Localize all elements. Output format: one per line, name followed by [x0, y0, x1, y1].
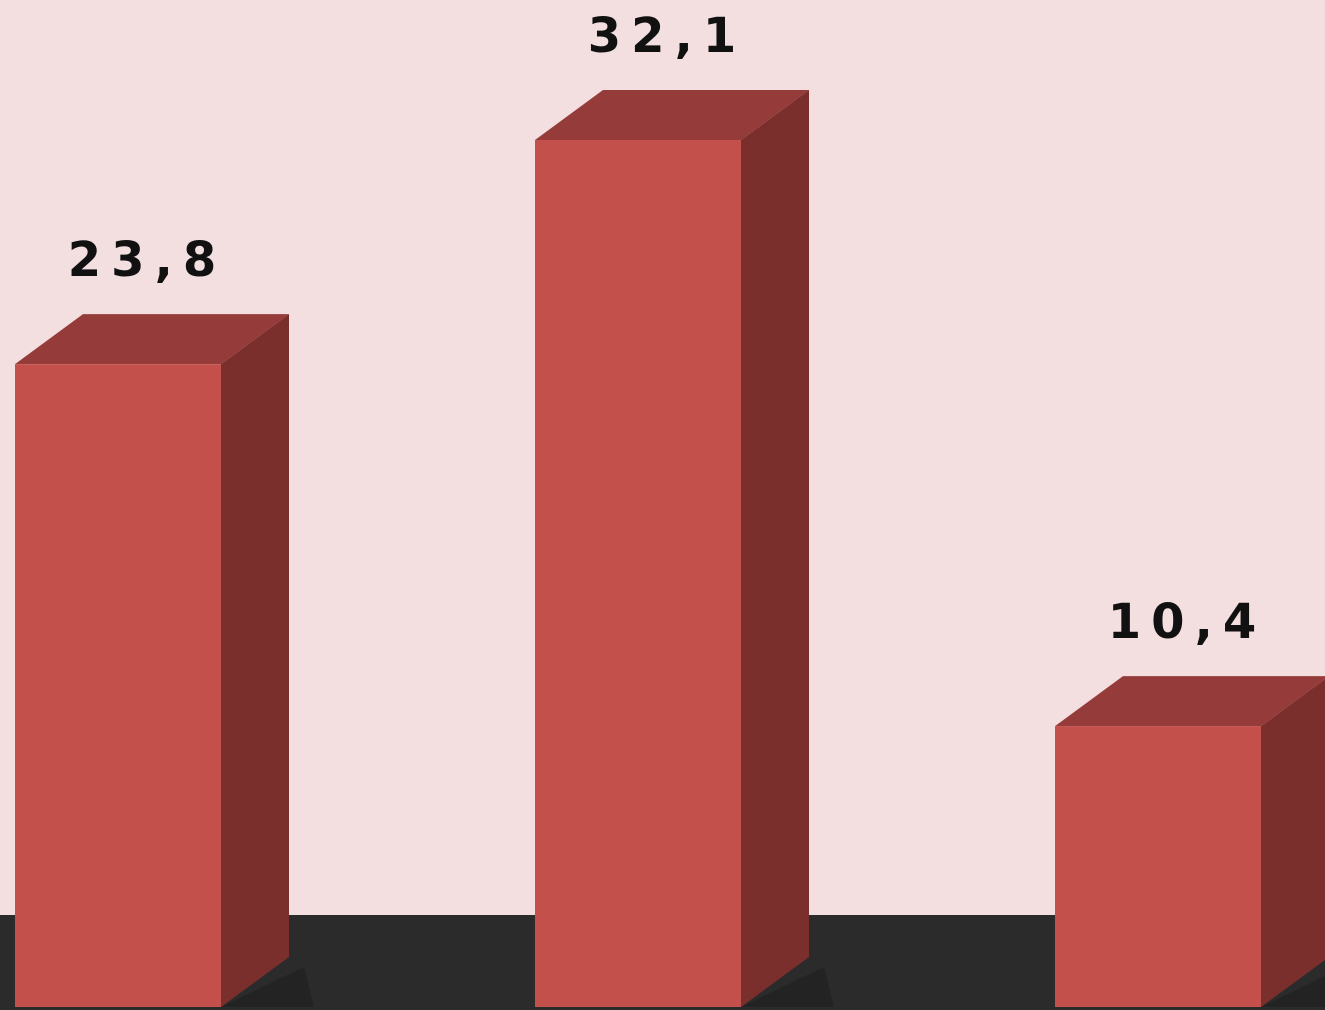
- data-label-2: 32,1: [588, 8, 746, 64]
- bar-front-face: [1055, 726, 1261, 1007]
- bar-top-face: [1055, 676, 1325, 727]
- data-label-1: 23,8: [68, 232, 226, 288]
- bar-top-face: [535, 90, 809, 140]
- bar-shadow: [221, 967, 314, 1007]
- bar-side-face: [221, 314, 289, 1007]
- bar-front-face: [535, 140, 741, 1007]
- data-label-3: 10,4: [1108, 594, 1266, 650]
- bar-side-face: [741, 90, 809, 1007]
- bar-side-face: [1261, 679, 1325, 1007]
- bar-front-face: [15, 364, 221, 1007]
- bar-1: [15, 314, 314, 1007]
- bar-2: [535, 90, 834, 1007]
- bar-top-face: [15, 314, 289, 365]
- bar-shadow: [741, 967, 834, 1007]
- bar-shadow: [1261, 976, 1325, 1007]
- bar-3: [1055, 676, 1325, 1007]
